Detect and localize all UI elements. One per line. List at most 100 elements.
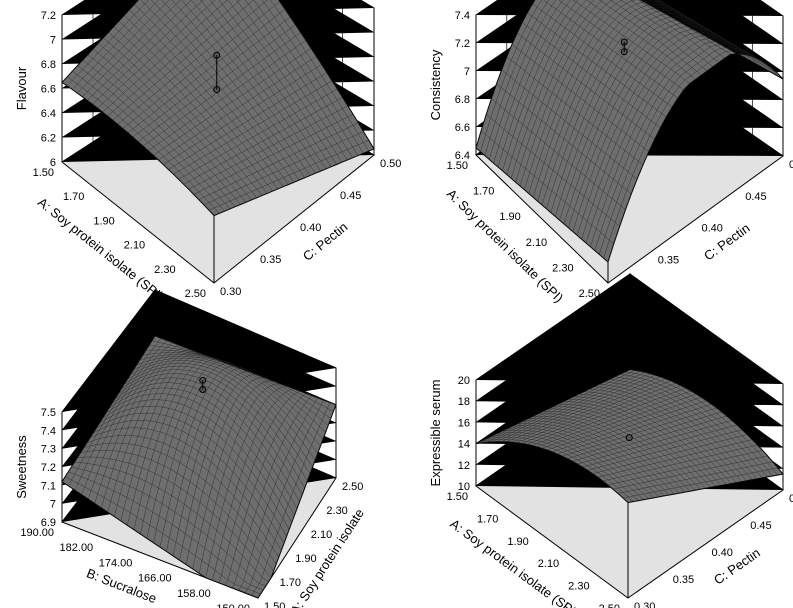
- mesh-line: [198, 122, 359, 200]
- z-tick-label: 6.8: [455, 94, 470, 106]
- x-tick-label: 2.10: [538, 558, 559, 570]
- x-tick-label: 1.50: [447, 160, 468, 172]
- y-tick-label: 0.40: [300, 222, 321, 234]
- x-tick-label: 1.90: [93, 215, 114, 227]
- y-tick-label: 0.30: [220, 286, 241, 298]
- x-tick-label: 2.50: [579, 288, 600, 300]
- mesh-line: [244, 400, 325, 593]
- mesh-line: [629, 369, 784, 475]
- surface-plot-2: 6.4 6.6 6.8 7 7.2 7.4 1.50 1.70 1.90 2.10 2.30 2.50…: [428, 0, 793, 305]
- mesh-line: [647, 0, 778, 74]
- x-tick-label: 158.00: [177, 588, 211, 600]
- mesh-line: [607, 53, 784, 263]
- mesh-line: [270, 0, 369, 152]
- z-gridline: [475, 273, 784, 385]
- y-tick-label: 0.30: [634, 601, 655, 608]
- y-tick-label: 1.70: [280, 577, 301, 589]
- y-tick-label: 0.35: [260, 254, 281, 266]
- y-tick-label: 0.35: [658, 254, 679, 266]
- x-tick-label: 1.50: [447, 491, 468, 503]
- mesh-line: [154, 335, 337, 405]
- z-tick-label: 6.2: [41, 133, 56, 145]
- mesh-line: [278, 0, 375, 149]
- x-tick-label: 2.30: [568, 581, 589, 593]
- mesh-line: [609, 379, 763, 479]
- z-tick-label: 7.4: [41, 425, 56, 437]
- y-tick-label: 2.10: [311, 529, 332, 541]
- mesh-line: [257, 404, 337, 599]
- z-tick-label: 7.2: [41, 462, 56, 474]
- x-tick-label: 1.90: [499, 211, 520, 223]
- mesh-line: [622, 467, 778, 499]
- z-tick-label: 16: [458, 417, 470, 429]
- right-wall: [629, 0, 784, 156]
- surface-plot-3: 6.9 7 7.1 7.2 7.3 7.4 7.5 190.00 182.00 174.00 166…: [14, 288, 367, 608]
- z-tick-label: 6: [50, 157, 56, 169]
- mesh-line: [151, 340, 334, 412]
- x-tick-label: 190.00: [20, 527, 54, 539]
- mesh-line: [624, 371, 778, 476]
- x-tick-label: 1.90: [507, 536, 528, 548]
- z-tick-label: 14: [458, 439, 470, 451]
- y-tick-label: 0.50: [380, 158, 401, 170]
- y-tick-label: 0.40: [702, 223, 723, 235]
- x-tick-label: 2.10: [526, 237, 547, 249]
- mesh-line: [614, 376, 768, 478]
- x-tick-label: 2.10: [124, 240, 145, 252]
- y-tick-label: 0.35: [673, 574, 694, 586]
- x-axis-title: B: Sucralose: [85, 565, 159, 606]
- mesh-line: [203, 131, 364, 206]
- mesh-line: [244, 0, 353, 158]
- mesh-line: [139, 354, 324, 440]
- z-tick-label: 6.6: [455, 122, 470, 134]
- x-tick-label: 2.50: [599, 603, 620, 608]
- z-tick-label: 6.9: [41, 517, 56, 529]
- design-point: [625, 434, 633, 442]
- z-tick-label: 7.5: [41, 407, 56, 419]
- x-tick-label: 1.50: [33, 167, 54, 179]
- mesh-line: [603, 50, 779, 259]
- y-tick-label: 0.40: [712, 547, 733, 559]
- y-tick-label: 1.90: [295, 553, 316, 565]
- y-tick-label: 0.50: [789, 493, 793, 505]
- z-tick-label: 7.4: [455, 10, 470, 22]
- y-tick-label: 2.30: [326, 505, 347, 517]
- z-tick-label: 7.2: [41, 10, 56, 22]
- mesh-line: [251, 402, 331, 596]
- z-tick-label: 6.4: [455, 150, 470, 162]
- mesh-line: [502, 0, 661, 171]
- mesh-line: [627, 473, 784, 503]
- mesh-line: [262, 0, 364, 154]
- z-tick-label: 7.3: [41, 444, 56, 456]
- z-axis-title: Sweetness: [14, 435, 29, 499]
- z-axis-title: Flavour: [14, 66, 29, 110]
- z-axis-title: Expressible serum: [428, 380, 443, 487]
- surface-plot-1: 6 6.2 6.4 6.6 6.8 7 7.2 1.50 1.70 1.90 2.10 2.30 2.5…: [14, 0, 401, 303]
- z-tick-label: 20: [458, 375, 470, 387]
- x-tick-label: 2.50: [185, 288, 206, 300]
- mesh-line: [213, 148, 375, 216]
- y-tick-label: 0.50: [789, 159, 793, 171]
- x-tick-label: 1.70: [477, 513, 498, 525]
- z-tick-label: 7.2: [455, 38, 470, 50]
- z-tick-label: 6.4: [41, 108, 56, 120]
- x-tick-label: 174.00: [99, 557, 133, 569]
- y-tick-label: 2.50: [342, 481, 363, 493]
- mesh-line: [604, 381, 758, 480]
- mesh-line: [594, 44, 768, 251]
- mesh-line: [607, 450, 763, 486]
- z-tick-label: 7: [50, 35, 56, 47]
- z-axis-title: Consistency: [428, 49, 443, 120]
- y-tick-label: 1.50: [264, 601, 285, 608]
- mesh-line: [619, 374, 773, 477]
- x-tick-label: 2.30: [154, 264, 175, 276]
- z-tick-label: 12: [458, 460, 470, 472]
- y-tick-label: 0.45: [750, 520, 771, 532]
- x-tick-label: 1.70: [63, 191, 84, 203]
- x-tick-label: 150.00: [216, 603, 250, 608]
- x-tick-label: 2.30: [552, 262, 573, 274]
- z-tick-label: 7: [464, 66, 470, 78]
- mesh-line: [617, 461, 773, 494]
- mesh-line: [640, 0, 784, 80]
